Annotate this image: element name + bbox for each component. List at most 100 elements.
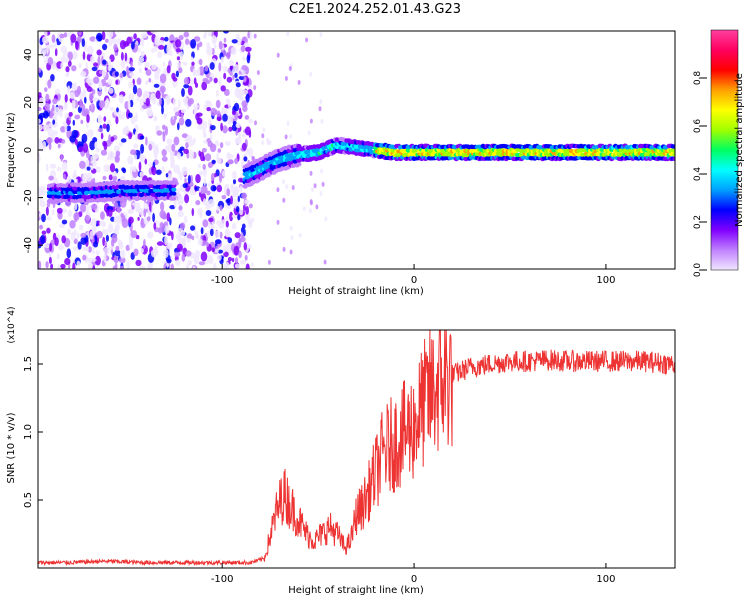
noise-cell [234, 157, 239, 165]
noise-cell [227, 257, 233, 262]
y-tick-label: 0 [23, 147, 34, 153]
noise-cell [177, 200, 182, 206]
noise-cell [219, 231, 223, 239]
noise-cell [202, 219, 209, 228]
noise-cell [213, 262, 217, 269]
noise-cell [157, 51, 163, 58]
noise-cell [182, 183, 188, 189]
noise-cell [225, 243, 232, 254]
noise-cell [151, 64, 157, 70]
noise-cell [38, 260, 42, 269]
noise-cell [86, 114, 90, 123]
noise-cell [164, 235, 168, 246]
noise-cell [232, 179, 237, 185]
noise-cell [238, 75, 245, 80]
noise-cell [187, 260, 193, 266]
noise-cell [107, 78, 113, 85]
noise-cell [103, 141, 108, 151]
noise-cell [146, 216, 151, 222]
noise-cell [90, 55, 95, 65]
noise-cell [79, 98, 83, 109]
noise-cell [126, 65, 129, 76]
noise-cell [39, 224, 44, 230]
noise-cell [139, 98, 143, 107]
noise-cell [129, 72, 134, 77]
noise-cell [170, 158, 175, 167]
noise-cell [233, 102, 240, 112]
noise-cell [92, 249, 95, 255]
noise-cell [64, 94, 68, 103]
noise-cell [216, 205, 221, 211]
noise-cell [248, 84, 253, 90]
noise-cell [102, 59, 107, 65]
noise-cell [215, 248, 219, 253]
noise-cell [89, 140, 96, 151]
noise-cell [109, 163, 116, 173]
noise-cell [111, 38, 118, 45]
noise-cell [226, 76, 233, 83]
noise-cell [170, 263, 174, 269]
noise-cell [309, 199, 313, 205]
noise-cell [244, 199, 250, 204]
noise-cell [49, 163, 57, 169]
noise-cell [181, 166, 188, 176]
noise-cell [161, 87, 164, 98]
noise-cell [113, 44, 118, 51]
noise-cell [172, 77, 178, 82]
noise-cell [235, 36, 242, 46]
noise-cell [190, 225, 196, 231]
noise-cell [100, 149, 108, 156]
noise-cell [232, 170, 237, 180]
noise-cell [323, 259, 327, 265]
noise-cell [67, 228, 71, 236]
noise-cell [219, 142, 224, 149]
noise-cell [73, 229, 77, 236]
noise-cell [107, 31, 114, 39]
noise-cell [41, 213, 46, 223]
noise-cell [248, 203, 253, 209]
noise-cell [245, 93, 250, 103]
noise-cell [175, 187, 181, 198]
noise-cell [137, 216, 140, 221]
noise-cell [218, 62, 222, 72]
noise-cell [96, 32, 103, 42]
noise-cell [86, 86, 93, 93]
noise-cell [238, 131, 242, 140]
noise-cell [115, 116, 119, 125]
noise-cell [45, 206, 49, 216]
noise-cell [128, 67, 135, 72]
noise-cell [222, 125, 228, 134]
noise-cell [75, 40, 79, 50]
noise-cell [129, 99, 134, 108]
noise-cell [166, 45, 172, 56]
noise-cell [38, 112, 46, 118]
noise-cell [234, 257, 239, 264]
noise-cell [119, 72, 124, 79]
noise-cell [197, 207, 203, 216]
snr-panel: -100 0 100 0.5 1.0 1.5 Height of straight li… [6, 306, 676, 596]
noise-cell [206, 46, 213, 56]
noise-cell [230, 195, 233, 205]
noise-cell [226, 115, 233, 125]
noise-cell [130, 149, 137, 156]
noise-cell [137, 56, 145, 63]
noise-cell [54, 48, 58, 57]
noise-cell [86, 45, 94, 55]
noise-cell [130, 61, 134, 68]
noise-cell [40, 234, 46, 245]
noise-cell [145, 80, 149, 86]
noise-cell [84, 214, 90, 224]
noise-cell [74, 202, 78, 211]
noise-cell [95, 147, 100, 153]
noise-cell [130, 230, 138, 239]
noise-cell [101, 69, 107, 78]
noise-cell [38, 67, 42, 73]
noise-cell [213, 186, 216, 192]
noise-cell [307, 130, 311, 136]
noise-cell [223, 244, 226, 253]
noise-cell [171, 143, 176, 152]
noise-cell [38, 153, 41, 163]
noise-cell [44, 102, 50, 111]
noise-cell [86, 172, 93, 182]
noise-cell [150, 31, 158, 34]
